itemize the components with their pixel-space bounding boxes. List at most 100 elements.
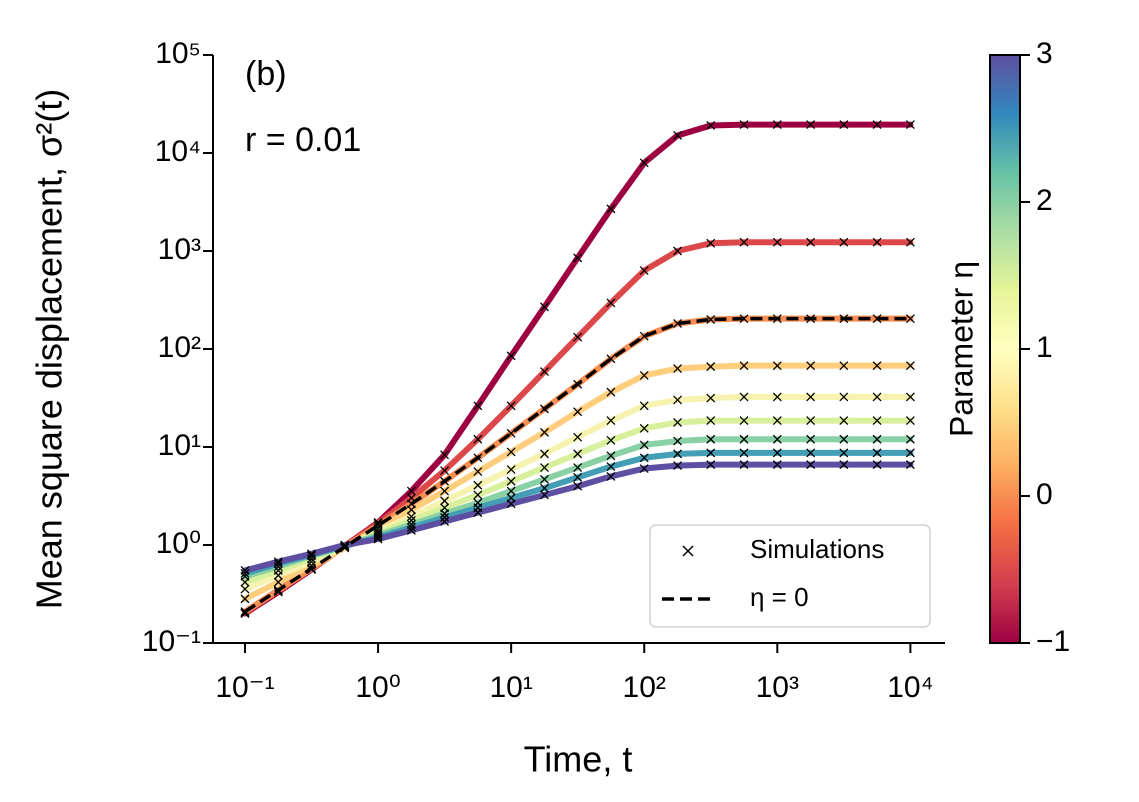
x-tick-label: 10² — [623, 671, 666, 704]
marker — [573, 379, 583, 389]
marker — [739, 361, 749, 371]
marker — [506, 428, 516, 438]
marker — [340, 542, 350, 552]
marker — [540, 449, 549, 459]
marker — [872, 361, 882, 371]
marker — [506, 447, 516, 457]
marker — [573, 472, 583, 482]
marker — [340, 543, 350, 553]
marker — [440, 450, 450, 460]
marker — [872, 448, 882, 458]
marker — [406, 523, 416, 532]
marker — [806, 237, 816, 247]
marker — [406, 515, 416, 525]
x-axis-label: Time, t — [524, 739, 633, 780]
marker — [606, 354, 616, 364]
x-tick-label: 10⁰ — [355, 671, 400, 704]
marker — [905, 434, 915, 444]
marker — [639, 371, 649, 380]
marker — [540, 404, 549, 414]
marker — [839, 361, 849, 371]
marker — [373, 532, 383, 542]
marker — [639, 464, 649, 473]
marker — [905, 361, 915, 371]
marker — [440, 512, 450, 522]
marker — [340, 541, 350, 551]
marker — [440, 496, 450, 506]
marker — [706, 448, 716, 458]
marker — [573, 407, 583, 417]
marker — [573, 332, 583, 342]
marker — [406, 505, 416, 515]
marker — [806, 460, 816, 470]
marker — [473, 453, 483, 463]
marker — [706, 416, 716, 426]
marker — [540, 474, 549, 484]
marker — [673, 449, 683, 459]
marker — [839, 434, 849, 444]
marker — [905, 314, 915, 324]
marker — [905, 448, 915, 458]
marker — [739, 120, 749, 130]
marker — [406, 525, 416, 535]
marker — [307, 551, 316, 561]
colorbar — [989, 54, 1021, 644]
y-axis-label: Mean square displacement, σ²(t) — [29, 89, 70, 609]
marker — [406, 486, 416, 496]
marker — [673, 417, 683, 427]
marker — [473, 480, 483, 490]
x-tick-label: 10⁴ — [887, 671, 933, 704]
marker — [706, 393, 716, 403]
marker — [739, 237, 749, 247]
marker — [806, 120, 816, 130]
marker — [406, 512, 416, 522]
legend-label: Simulations — [750, 534, 884, 564]
marker — [307, 565, 316, 574]
marker — [606, 387, 616, 397]
marker — [240, 584, 250, 594]
x-tick-label: 10¹ — [489, 671, 532, 704]
marker — [540, 367, 549, 376]
marker — [706, 362, 716, 372]
marker — [440, 516, 450, 526]
y-tick-label: 10⁻¹ — [142, 625, 201, 658]
y-tick-label: 10⁴ — [155, 135, 201, 168]
marker — [307, 550, 316, 560]
marker — [872, 392, 882, 402]
legend-marker — [682, 545, 694, 557]
marker — [839, 416, 849, 426]
marker — [905, 237, 915, 247]
marker — [806, 448, 816, 458]
marker — [806, 416, 816, 426]
marker — [639, 401, 649, 411]
marker — [772, 361, 782, 371]
legend-box — [649, 524, 931, 628]
marker — [307, 564, 316, 574]
marker — [273, 559, 283, 569]
marker — [540, 490, 549, 500]
marker — [772, 392, 782, 402]
marker — [772, 460, 782, 470]
marker — [606, 416, 616, 426]
colorbar-tick-label: 3 — [1036, 37, 1053, 70]
marker — [739, 416, 749, 426]
marker — [772, 120, 782, 130]
marker — [540, 463, 549, 473]
marker — [639, 423, 649, 433]
marker — [240, 565, 250, 575]
legend: Simulations η = 0 — [649, 524, 931, 628]
marker — [739, 392, 749, 402]
marker — [240, 594, 250, 604]
marker — [606, 435, 616, 445]
marker — [706, 238, 716, 248]
annotation: r = 0.01 — [245, 121, 361, 159]
y-tick-label: 10⁰ — [156, 527, 201, 560]
marker — [506, 351, 516, 361]
marker — [639, 331, 649, 341]
marker — [706, 315, 716, 324]
marker — [506, 401, 516, 411]
marker — [739, 434, 749, 444]
marker — [772, 448, 782, 458]
